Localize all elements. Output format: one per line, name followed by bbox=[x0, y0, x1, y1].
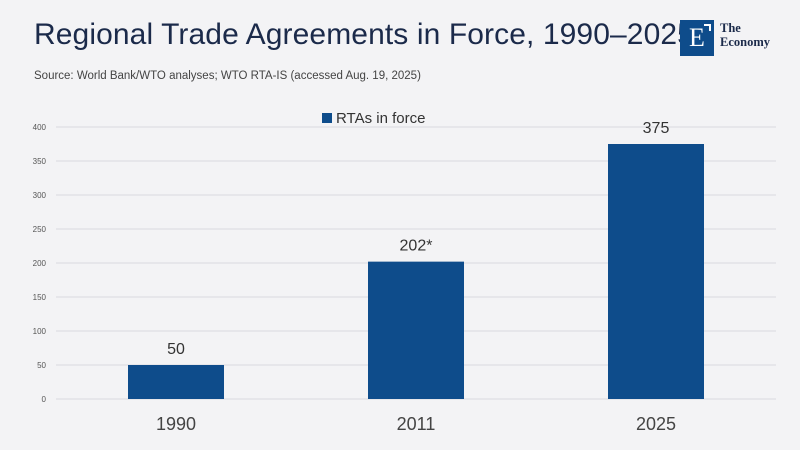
y-tick-label: 300 bbox=[33, 191, 47, 200]
y-tick-label: 150 bbox=[33, 293, 47, 302]
x-tick-label: 2011 bbox=[397, 414, 436, 434]
y-tick-label: 50 bbox=[37, 361, 46, 370]
y-tick-label: 350 bbox=[33, 157, 47, 166]
x-tick-label: 1990 bbox=[156, 414, 196, 434]
data-label: 375 bbox=[643, 120, 670, 137]
chart-title: Regional Trade Agreements in Force, 1990… bbox=[34, 18, 694, 51]
logo-wordmark: The Economy bbox=[720, 21, 770, 49]
legend-swatch bbox=[322, 113, 332, 123]
bar bbox=[128, 365, 224, 399]
bar bbox=[368, 261, 464, 399]
logo-line-2: Economy bbox=[720, 35, 770, 49]
y-tick-label: 100 bbox=[33, 327, 47, 336]
data-label: 50 bbox=[167, 341, 185, 358]
data-label: 202* bbox=[400, 238, 433, 255]
legend-label: RTAs in force bbox=[336, 109, 426, 127]
y-tick-label: 0 bbox=[42, 395, 47, 404]
source-note: Source: World Bank/WTO analyses; WTO RTA… bbox=[34, 70, 421, 82]
y-tick-label: 400 bbox=[33, 123, 47, 132]
y-tick-label: 250 bbox=[33, 225, 47, 234]
publisher-logo: E The Economy bbox=[680, 20, 780, 58]
x-tick-label: 2025 bbox=[636, 414, 676, 434]
y-tick-label: 200 bbox=[33, 259, 47, 268]
bar bbox=[608, 144, 704, 399]
chart-legend: RTAs in force bbox=[322, 108, 425, 128]
logo-line-1: The bbox=[720, 21, 741, 35]
logo-mark: E bbox=[680, 20, 714, 56]
